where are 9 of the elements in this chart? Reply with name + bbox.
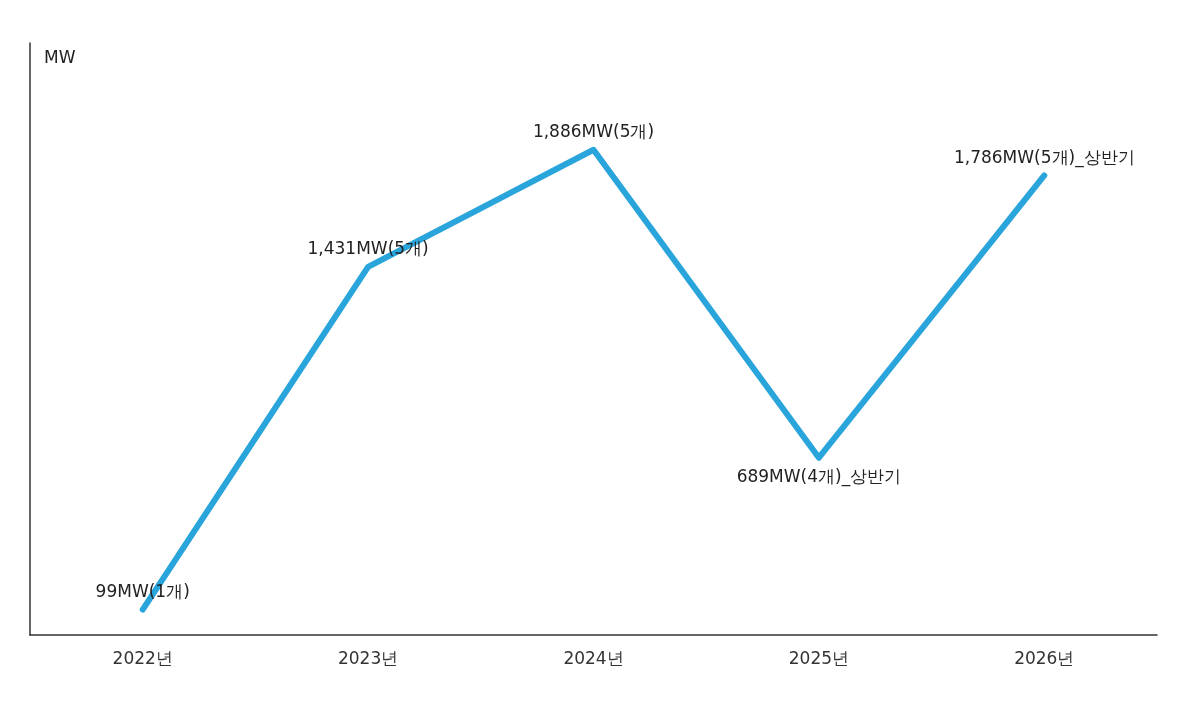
x-tick-label: 2023년 — [337, 647, 399, 668]
x-tick-label: 2024년 — [563, 647, 624, 668]
data-label: 1,886MW(5개) — [532, 121, 655, 142]
y-axis-title: MW — [44, 46, 76, 67]
data-label: 689MW(4개)_상반기 — [736, 466, 902, 488]
data-label: 1,786MW(5개)_상반기 — [953, 146, 1135, 168]
x-tick-label: 2025년 — [788, 647, 850, 668]
x-tick-label: 2026년 — [1014, 647, 1075, 668]
x-tick-label: 2022년 — [112, 647, 173, 668]
